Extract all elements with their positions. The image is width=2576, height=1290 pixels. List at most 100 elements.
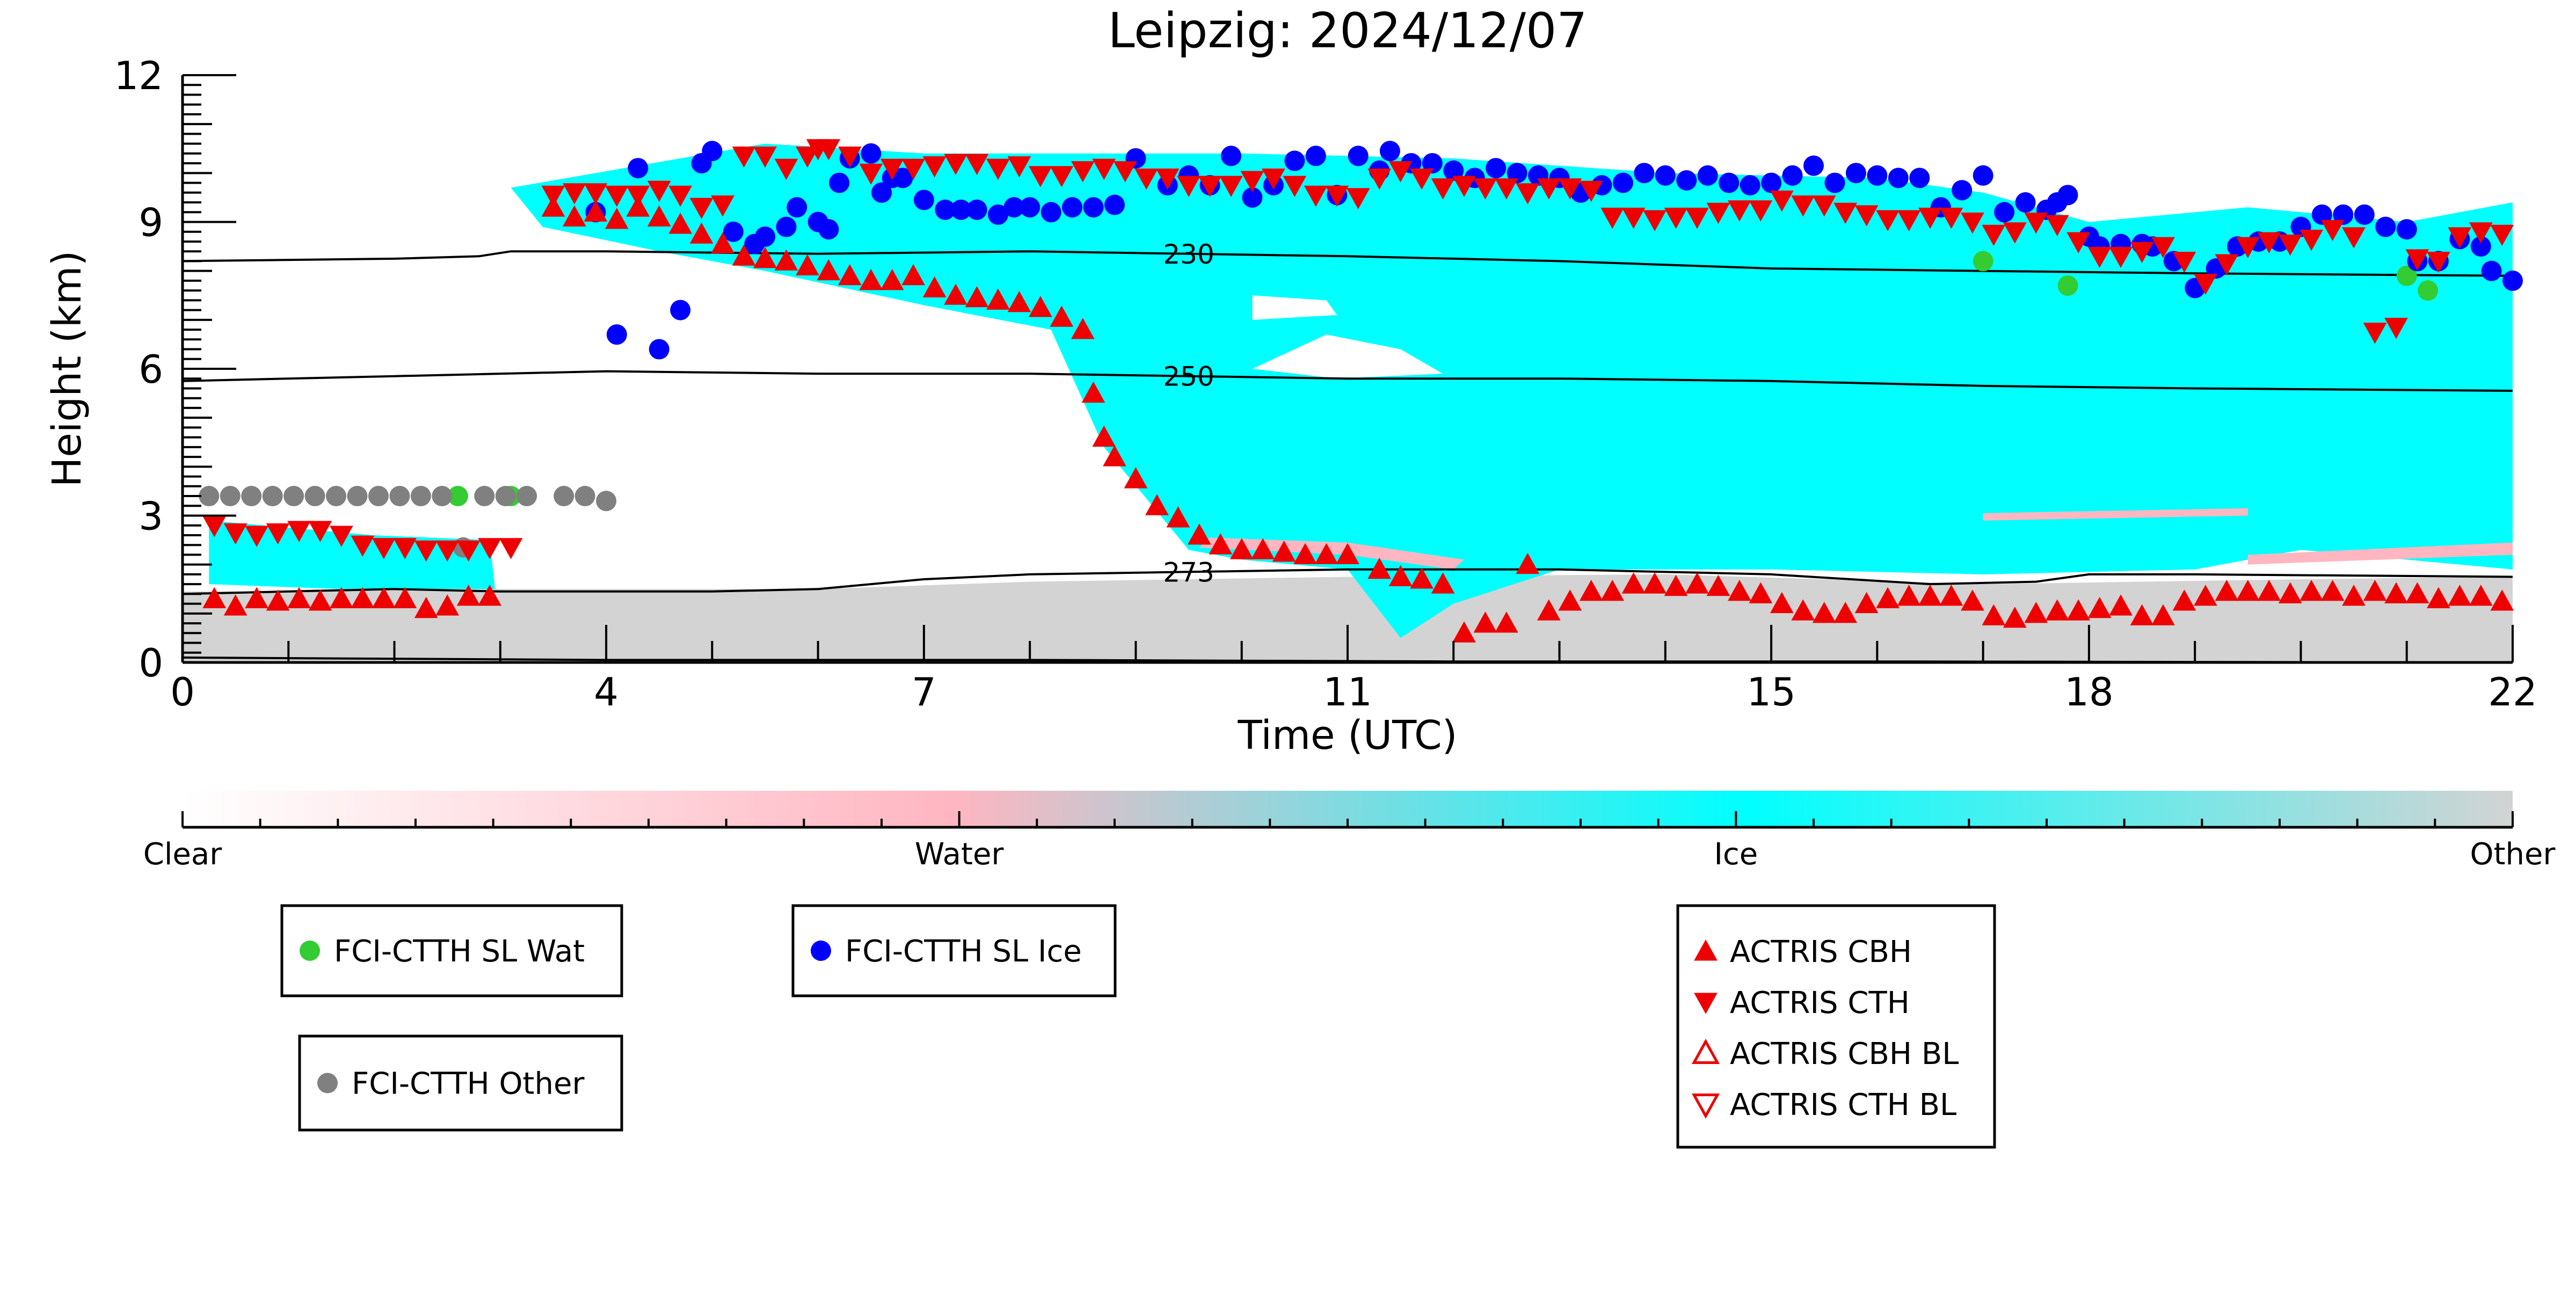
fci-ctth-other-point [495,486,516,507]
actris-cbh-point [1166,506,1190,528]
fci-ctth-other-point [347,486,368,507]
fci-ctth-sl-ice-point [818,219,839,240]
actris-cth-point [711,195,734,217]
fci-ctth-other-point [410,486,431,507]
fci-ctth-sl-wat-point [447,486,468,507]
actris-cbh-point [2066,599,2091,621]
actris-cth-point [1050,166,1074,187]
actris-cbh-point [838,264,862,286]
actris-cbh-point [1833,601,1858,623]
fci-ctth-other-point [283,486,304,507]
actris-cbh-point [351,587,375,608]
fci-ctth-sl-ice-point [2057,185,2078,206]
actris-cth-point [1833,202,1858,224]
legend-marker [317,1073,338,1094]
actris-cbh-point [2278,582,2302,603]
actris-cth-point [1854,205,1879,227]
actris-cth-point [330,526,353,547]
actris-cbh-point [1643,572,1667,594]
actris-cbh-point [584,200,608,222]
fci-ctth-sl-ice-point [1952,180,1973,201]
actris-cth-point [245,526,268,547]
fci-ctth-sl-ice-point [829,172,850,193]
actris-cth-point [1113,161,1137,183]
actris-cth-point [1876,210,1900,231]
legend-label: ACTRIS CBH [1730,935,1912,970]
actris-cth-point [1685,207,1709,229]
actris-cth-point [2427,251,2450,273]
actris-cth-point [2257,232,2281,253]
fci-ctth-other-point [368,486,389,507]
actris-cbh-point [1081,381,1105,403]
legend-marker [811,941,831,961]
actris-cth-point [838,146,862,168]
actris-cth-point [2320,220,2345,242]
actris-cbh-point [1770,592,1794,614]
actris-cbh-point [2469,585,2493,606]
actris-cth-point [1939,207,1963,229]
legend-label: FCI-CTTH Other [352,1067,585,1102]
fci-ctth-sl-ice-point [1655,165,1676,186]
fci-ctth-sl-ice-point [1782,165,1803,186]
actris-cbh-point [922,276,947,298]
fci-ctth-sl-ice-point [950,199,971,220]
contour-line [182,250,2513,277]
actris-cth-point [1495,178,1518,200]
actris-cbh-point [732,244,756,266]
actris-cbh-point [1516,552,1540,574]
actris-cbh-point [1600,579,1625,601]
fci-ctth-sl-ice-point [1634,163,1655,184]
fci-ctth-sl-ice-point [913,190,934,210]
fci-ctth-other-point [220,486,241,507]
y-tick-label: 12 [114,53,163,98]
actris-cth-point [541,185,565,207]
fci-ctth-sl-ice-point [628,158,649,179]
actris-cbh-point [1685,572,1709,594]
actris-cbh-point [647,205,671,227]
actris-cth-point [2024,213,2048,234]
actris-cth-point [499,538,523,559]
actris-cbh-point [1124,467,1148,489]
fci-ctth-sl-ice-point [892,167,913,188]
fci-ctth-other-point [574,486,595,507]
actris-cth-point [1982,224,2006,246]
clear-gap [1252,334,1443,379]
actris-cth-point [308,521,332,542]
actris-cbh-point [1367,557,1392,579]
water-region [2247,542,2513,565]
actris-cbh-point [668,213,693,234]
actris-cbh-point [1812,601,1836,623]
actris-cth-point [2236,237,2260,258]
actris-cth-point [1558,178,1582,200]
actris-cth-point [202,516,227,537]
actris-cth-point [1579,180,1603,202]
fci-ctth-other-point [326,486,347,507]
actris-cth-point [2194,273,2217,295]
actris-cbh-point [2320,579,2345,601]
fci-ctth-other-point [596,491,617,512]
actris-cth-point [1452,176,1476,197]
actris-cth-point [1621,207,1646,229]
actris-cbh-point [393,587,417,608]
actris-cbh-point [202,587,227,608]
actris-cbh-point [1336,543,1359,564]
fci-ctth-other-point [474,486,495,507]
legend-label: ACTRIS CTH [1730,986,1910,1021]
actris-cth-point [626,185,650,207]
contour-label: 250 [1163,361,1214,392]
actris-cbh-point [1452,621,1476,643]
actris-cbh-point [2490,589,2514,611]
contour-line [182,370,2513,392]
actris-cbh-point [2087,596,2112,618]
actris-cth-point [1071,161,1095,183]
x-tick-label: 22 [2488,669,2537,715]
actris-cth-point [1706,202,1730,224]
fci-ctth-sl-ice-point [1867,165,1888,186]
actris-cbh-point [2130,604,2154,625]
actris-cth-point [2300,229,2324,251]
actris-cth-point [1346,188,1370,209]
actris-cbh-point [1749,582,1773,603]
actris-cbh-point [287,587,311,608]
